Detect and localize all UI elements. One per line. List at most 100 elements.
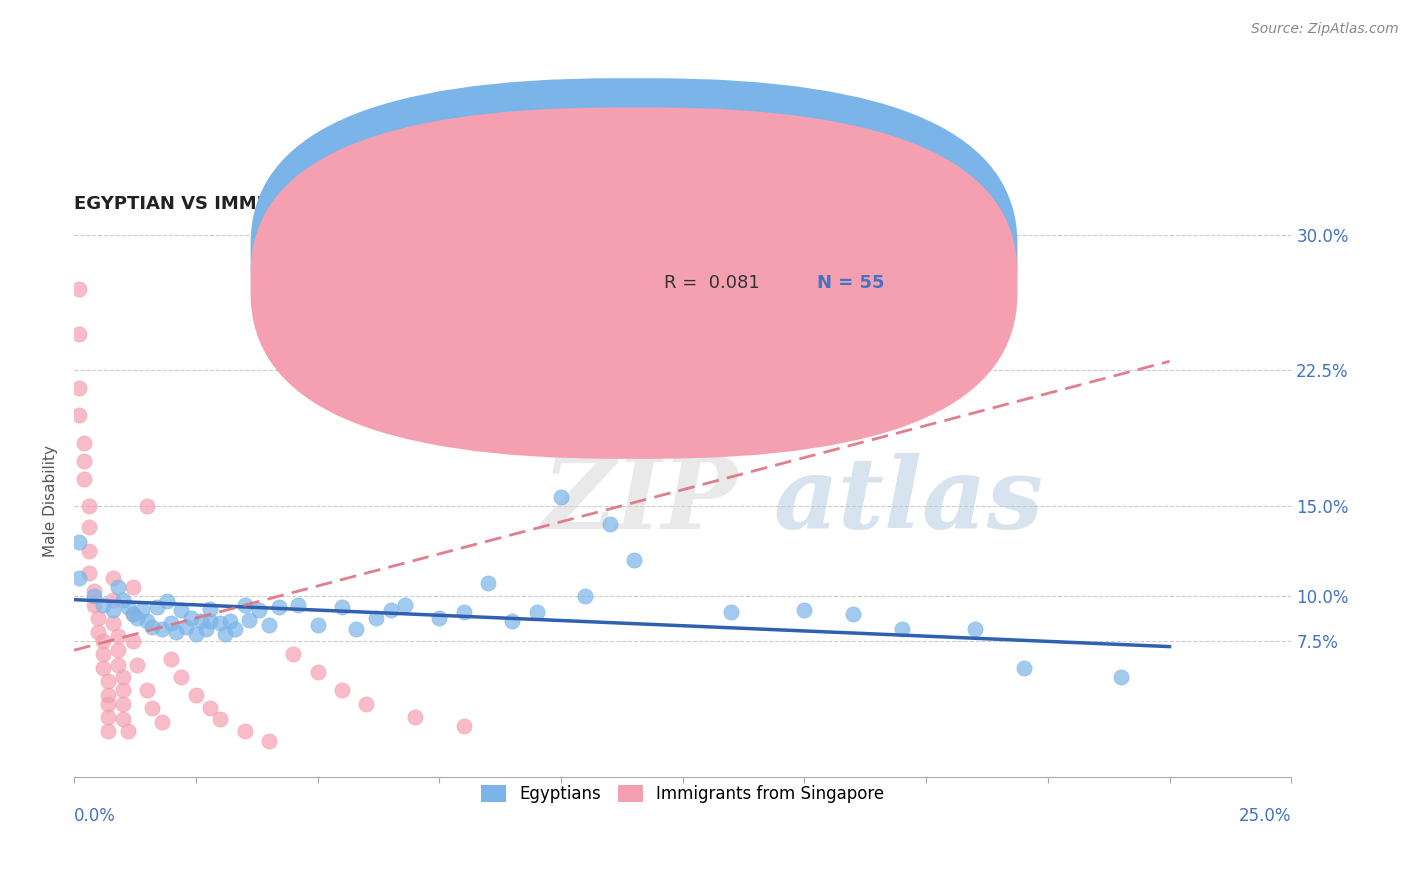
Point [141,701,163,715]
Point [219,615,242,629]
Point [67,282,90,296]
Point [91,647,114,661]
Point [67,381,90,395]
Point [963,622,986,636]
Point [73,435,96,450]
Point [330,682,353,697]
Point [200,601,222,615]
Point [111,592,134,607]
FancyBboxPatch shape [250,107,1018,458]
Point [174,620,197,634]
Point [394,598,416,612]
Point [380,603,402,617]
Point [101,603,124,617]
Point [131,603,153,617]
Point [233,724,256,739]
Point [150,622,173,636]
Point [73,472,96,486]
Point [107,657,129,672]
Point [111,670,134,684]
Point [224,622,246,636]
Point [121,607,143,621]
Text: R =  0.081: R = 0.081 [665,274,761,292]
Text: Source: ZipAtlas.com: Source: ZipAtlas.com [1251,22,1399,37]
Point [720,605,742,619]
Text: atlas: atlas [775,453,1045,549]
Point [623,553,645,567]
Point [150,715,173,730]
Point [136,682,159,697]
Point [160,652,183,666]
Point [283,647,305,661]
Point [141,620,163,634]
Point [404,710,426,724]
Point [257,733,280,747]
Text: R = -0.196: R = -0.196 [665,244,761,262]
Point [190,615,212,629]
Point [214,627,236,641]
Point [330,599,353,614]
Point [364,610,387,624]
Point [550,490,572,504]
Point [209,712,232,726]
Point [67,571,90,585]
Point [111,682,134,697]
Point [127,657,149,672]
Y-axis label: Male Disability: Male Disability [44,445,58,558]
Point [77,566,100,580]
Point [67,409,90,423]
Point [101,571,124,585]
Point [599,516,621,531]
Point [146,599,169,614]
Point [160,616,183,631]
Point [842,607,865,621]
Point [238,613,260,627]
Point [233,598,256,612]
Point [194,622,217,636]
Point [136,615,159,629]
Point [477,576,499,591]
Point [107,580,129,594]
Point [170,670,193,684]
Point [97,673,120,688]
Point [501,615,523,629]
Point [267,599,290,614]
Point [101,592,124,607]
Point [200,615,222,629]
Point [354,698,377,712]
Text: 25.0%: 25.0% [1239,807,1291,825]
Point [346,622,368,636]
Point [1109,670,1132,684]
Point [101,616,124,631]
Point [136,499,159,513]
Point [97,689,120,703]
Text: N = 58: N = 58 [817,244,884,262]
Point [111,698,134,712]
FancyBboxPatch shape [598,234,938,303]
Point [111,712,134,726]
Point [107,643,129,657]
Point [793,603,815,617]
Point [67,534,90,549]
Text: ZIP: ZIP [543,453,738,549]
Point [67,327,90,342]
Point [427,610,450,624]
Point [180,610,202,624]
Point [97,724,120,739]
Point [73,453,96,467]
Point [97,710,120,724]
Point [127,610,149,624]
Point [117,724,139,739]
Legend: Egyptians, Immigrants from Singapore: Egyptians, Immigrants from Singapore [474,778,891,810]
Point [155,594,177,608]
Text: N = 55: N = 55 [817,274,884,292]
Text: 0.0%: 0.0% [75,807,115,825]
Point [91,598,114,612]
Point [184,627,207,641]
Point [77,520,100,534]
Point [91,634,114,648]
Point [117,599,139,614]
Point [165,625,187,640]
Point [209,616,232,631]
Point [200,701,222,715]
